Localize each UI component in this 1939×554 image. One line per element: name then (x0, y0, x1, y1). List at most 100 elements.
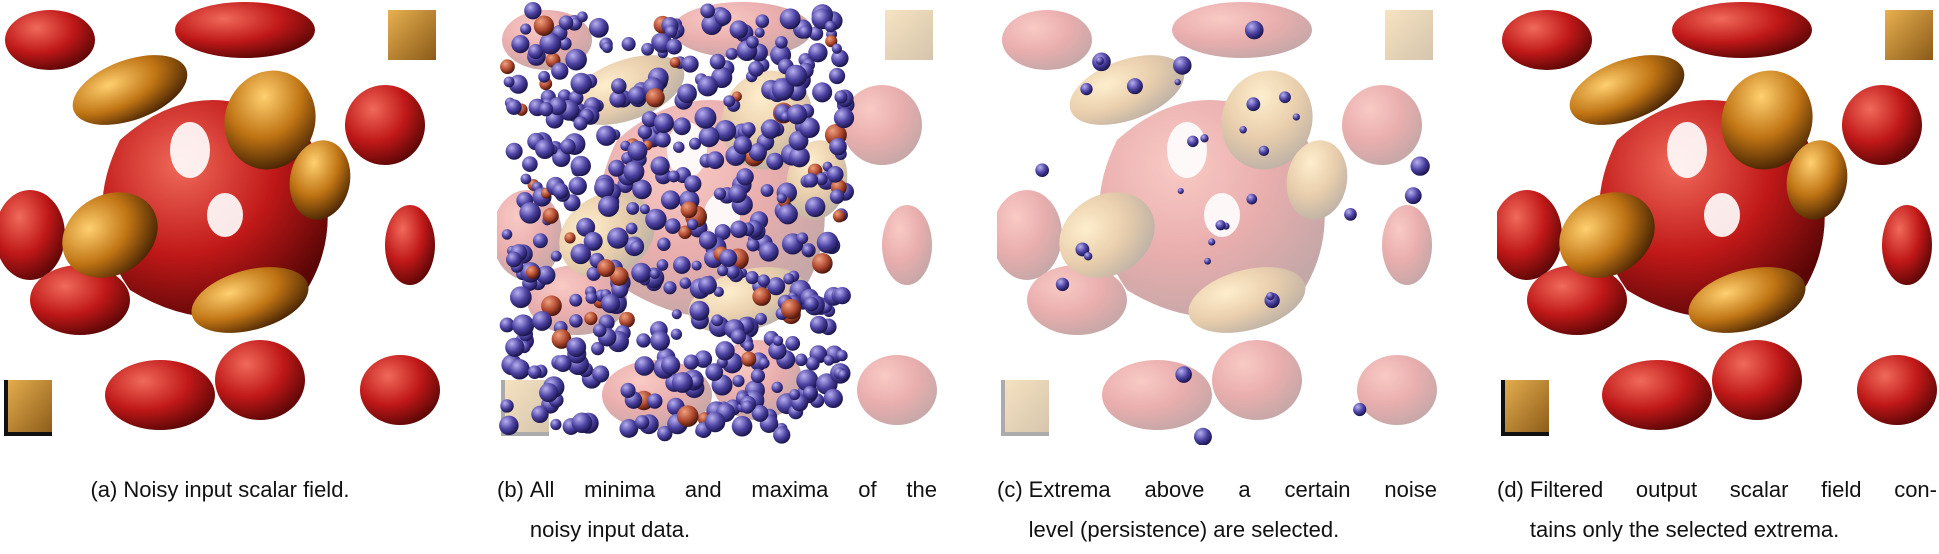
sphere (789, 389, 801, 401)
render-image (997, 2, 1437, 445)
sphere (570, 72, 592, 95)
sphere (645, 208, 667, 231)
gold-blob (1786, 140, 1848, 220)
red-blob (882, 205, 932, 285)
gold-blob (289, 140, 351, 220)
sphere (694, 106, 717, 129)
sphere (552, 182, 569, 200)
sphere (760, 119, 781, 139)
sphere (728, 184, 747, 204)
sphere (1083, 252, 1093, 261)
red-blob (1857, 355, 1937, 425)
sphere (1266, 292, 1275, 301)
sphere (1258, 145, 1270, 157)
caption: (b) All minima and maxima of the noisy inp… (497, 470, 937, 550)
sphere (1208, 238, 1216, 246)
sphere (776, 193, 787, 204)
caption-line: Noisy input scalar field. (123, 477, 350, 502)
sphere (597, 195, 620, 217)
sphere (609, 266, 629, 286)
sphere (596, 125, 617, 146)
corner-edge (1501, 380, 1549, 436)
sphere (736, 168, 754, 186)
red-blob (105, 360, 215, 430)
sphere (758, 241, 779, 262)
sphere (802, 386, 817, 400)
sphere (499, 415, 519, 436)
red-blob (1027, 265, 1127, 335)
sphere (501, 229, 513, 240)
red-blob (5, 10, 95, 70)
sphere (804, 296, 819, 312)
gold-blob (1188, 267, 1306, 333)
sphere (597, 259, 615, 278)
red-blob (1342, 85, 1422, 165)
caption-label: (d) (1497, 477, 1524, 502)
sphere (538, 102, 554, 117)
sphere (832, 209, 846, 223)
sphere (772, 335, 784, 346)
panel: (b) All minima and maxima of the noisy inp… (497, 0, 937, 554)
sphere (503, 76, 515, 88)
sphere (626, 201, 640, 215)
sphere (558, 15, 574, 30)
sphere (719, 249, 738, 267)
sphere (836, 349, 848, 362)
caption: (d) Filtered output scalar field con-tain… (1497, 470, 1937, 550)
sphere (1200, 134, 1209, 143)
red-blob (997, 190, 1062, 280)
sphere (681, 55, 699, 73)
caption-line: noisy input data. (529, 517, 691, 542)
sphere (833, 107, 855, 129)
sphere (715, 341, 735, 361)
sphere (786, 104, 808, 125)
sphere (799, 117, 820, 139)
caption-label: (a) (90, 477, 118, 502)
sphere (525, 265, 540, 280)
sphere (808, 26, 824, 41)
sphere (573, 116, 588, 131)
sphere (531, 405, 549, 424)
sphere (768, 341, 787, 360)
sphere (619, 419, 639, 438)
sphere (829, 189, 845, 204)
sphere (673, 117, 691, 136)
gold-blob (1559, 192, 1655, 278)
sphere (746, 238, 760, 252)
sphere (700, 3, 716, 19)
sphere (542, 207, 559, 224)
sphere (1055, 277, 1070, 292)
sphere (1244, 20, 1264, 40)
sphere (1095, 56, 1104, 65)
red-blob (1602, 360, 1712, 430)
sphere (625, 222, 638, 235)
sphere (506, 251, 522, 268)
sphere (837, 369, 849, 381)
sphere (831, 43, 842, 54)
corner (885, 10, 933, 60)
sphere (785, 336, 801, 351)
sphere (601, 42, 613, 54)
sphere (505, 337, 525, 357)
red-blob (842, 85, 922, 165)
sphere (831, 49, 849, 68)
sphere (758, 357, 770, 369)
sphere (711, 314, 724, 327)
render-image (497, 1, 937, 444)
sphere (803, 173, 819, 188)
hole (1167, 122, 1207, 178)
sphere (538, 70, 551, 83)
sphere (823, 355, 835, 366)
hole (207, 193, 243, 237)
sphere (667, 170, 680, 183)
sphere (634, 356, 655, 376)
sphere (631, 262, 652, 283)
sphere (576, 217, 596, 237)
sphere (714, 223, 731, 241)
sphere (560, 138, 576, 155)
sphere (653, 112, 674, 134)
hole (170, 122, 210, 178)
sphere (536, 265, 556, 285)
sphere (499, 317, 515, 333)
sphere (500, 59, 515, 75)
